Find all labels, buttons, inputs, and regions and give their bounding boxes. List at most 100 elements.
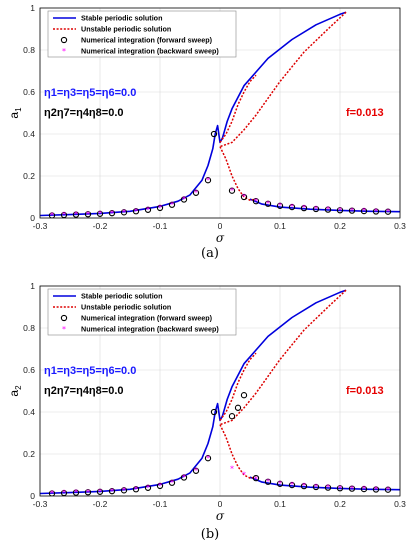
- backward-sweep-point: *: [314, 483, 318, 492]
- panel-caption: (a): [201, 246, 219, 261]
- forward-sweep-point: [360, 485, 368, 493]
- backward-sweep-point: *: [266, 477, 270, 486]
- x-tick-label: 0.3: [394, 221, 406, 231]
- backward-sweep-point: *: [146, 205, 150, 214]
- y-axis-label-sub: 2: [14, 385, 23, 390]
- annotation-eta-first: η1=η3=η5=η6=0.0: [44, 87, 136, 99]
- annotation-eta-first: η1=η3=η5=η6=0.0: [44, 365, 136, 377]
- backward-sweep-point: *: [110, 209, 114, 218]
- backward-sweep-point: *: [122, 208, 126, 217]
- y-tick-label: 0.2: [23, 449, 35, 459]
- unstable-solution-line: [219, 146, 257, 201]
- backward-sweep-point: *: [98, 209, 102, 218]
- x-tick-label: -0.1: [153, 221, 168, 231]
- forward-sweep-point: [348, 207, 356, 214]
- y-tick-label: 0: [30, 213, 35, 223]
- forward-sweep-point: [240, 392, 248, 399]
- forward-sweep-point: [336, 485, 344, 492]
- axes-frame: [39, 285, 401, 497]
- forward-sweep-point: [360, 207, 368, 215]
- legend-box: [47, 10, 237, 58]
- forward-sweep-point: [348, 485, 356, 492]
- backward-sweep-point: *: [86, 488, 90, 497]
- backward-sweep-point: *: [338, 484, 342, 493]
- forward-sweep-point: [324, 484, 332, 491]
- backward-sweep-point: *: [182, 195, 186, 204]
- forward-sweep-point: [324, 206, 332, 213]
- backward-sweep-point: *: [62, 211, 66, 220]
- y-axis-label: a2: [7, 385, 23, 397]
- x-tick-label: 0.1: [274, 499, 286, 509]
- backward-sweep-point: *: [230, 464, 234, 473]
- forward-sweep-point: [132, 208, 140, 215]
- legend-swatch-forward: [60, 36, 68, 44]
- backward-sweep-point: *: [74, 210, 78, 219]
- forward-sweep-point: [300, 482, 308, 490]
- backward-sweep-point: *: [242, 471, 246, 480]
- forward-sweep-point: [300, 204, 308, 212]
- y-tick-label: 0.8: [23, 45, 35, 55]
- backward-sweep-point: *: [50, 489, 54, 498]
- backward-sweep-point: *: [62, 489, 66, 498]
- y-tick-label: 0.4: [23, 407, 35, 417]
- forward-sweep-point: [84, 211, 92, 218]
- backward-sweep-point: *: [50, 211, 54, 220]
- backward-sweep-point: *: [134, 207, 138, 216]
- legend-swatch-backward: *: [62, 47, 66, 56]
- forward-sweep-point: [132, 486, 140, 493]
- forward-sweep-point: [276, 202, 284, 209]
- forward-sweep-point: [204, 455, 212, 462]
- forward-sweep-point: [336, 207, 344, 214]
- legend-label: Stable periodic solution: [81, 292, 162, 301]
- backward-sweep-point: *: [338, 206, 342, 215]
- backward-sweep-point: *: [350, 206, 354, 215]
- legend-label: Unstable periodic solution: [81, 303, 171, 312]
- y-tick-label: 0.6: [23, 365, 35, 375]
- forward-sweep-point: [48, 212, 56, 218]
- annotation-eta-second: η2η7=η4η8=0.0: [44, 385, 124, 397]
- forward-sweep-point: [120, 487, 128, 494]
- forward-sweep-point: [384, 486, 392, 493]
- forward-sweep-point: [72, 211, 80, 218]
- x-axis-label: σ: [216, 509, 225, 523]
- backward-sweep-point: *: [206, 454, 210, 463]
- forward-sweep-point: [252, 198, 260, 205]
- forward-sweep-point: [372, 486, 380, 493]
- backward-sweep-point: *: [362, 207, 366, 216]
- backward-sweep-point: *: [278, 201, 282, 210]
- backward-sweep-point: *: [278, 479, 282, 488]
- backward-sweep-point: *: [374, 207, 378, 216]
- backward-sweep-point: *: [86, 210, 90, 219]
- forward-sweep-point: [192, 189, 200, 196]
- backward-sweep-point: *: [182, 473, 186, 482]
- backward-sweep-point: *: [158, 204, 162, 213]
- forward-sweep-point: [312, 205, 320, 213]
- unstable-solution-line: [219, 11, 347, 148]
- y-axis-label-base: a: [7, 390, 21, 397]
- forward-sweep-point: [168, 479, 176, 486]
- backward-sweep-point: *: [290, 203, 294, 212]
- y-tick-label: 0: [30, 491, 35, 501]
- forward-sweep-point: [108, 210, 116, 217]
- forward-sweep-point: [204, 177, 212, 184]
- backward-sweep-point: *: [122, 486, 126, 495]
- chart-panel-2: -0.3 -0.2 -0.1 0 0.1 0.2 0.300.20.40.60.81* * * *…: [7, 281, 406, 542]
- legend-label: Stable periodic solution: [81, 14, 162, 23]
- forward-sweep-point: [276, 480, 284, 487]
- backward-sweep-point: *: [146, 483, 150, 492]
- x-tick-label: 0: [218, 221, 223, 231]
- data-layer: * * * * * * * * * * * * * * * * * * * * * * * * * * * *: [40, 289, 400, 498]
- forward-sweep-point: [96, 210, 104, 217]
- backward-sweep-point: *: [350, 484, 354, 493]
- chart-panel-1: -0.3 -0.2 -0.1 0 0.1 0.2 0.300.20.40.60.81* * * *…: [7, 3, 406, 261]
- forward-sweep-point: [288, 203, 296, 211]
- y-tick-label: 0.8: [23, 323, 35, 333]
- forward-sweep-point: [180, 474, 188, 481]
- backward-sweep-point: *: [302, 204, 306, 213]
- forward-sweep-point: [180, 196, 188, 203]
- y-axis-label-sub: 1: [14, 107, 23, 112]
- annotation-forcing: f=0.013: [346, 107, 384, 119]
- forward-sweep-point: [234, 404, 242, 411]
- backward-sweep-point: *: [194, 466, 198, 475]
